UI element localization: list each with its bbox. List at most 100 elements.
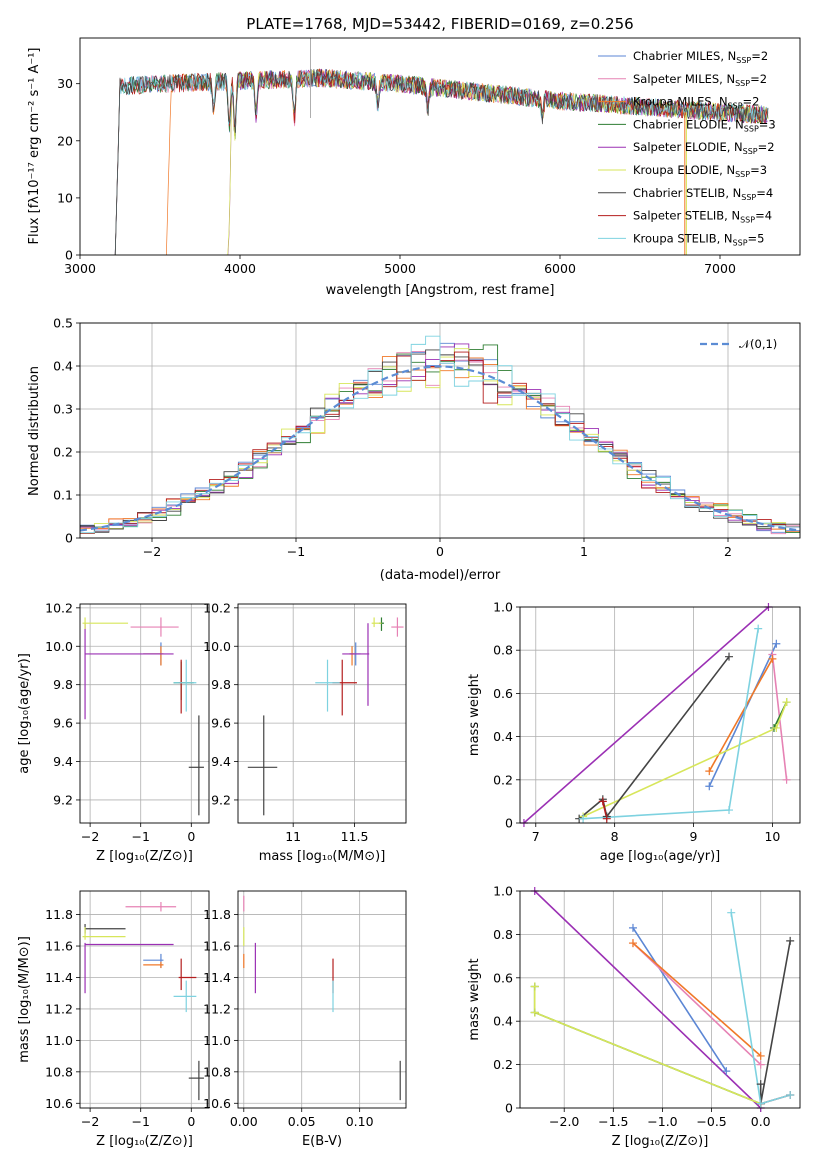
y-tick-label: 9.6	[53, 716, 73, 731]
weight-marker	[782, 775, 791, 784]
panel-spectrum: 3000 4000 5000 6000 7000 0 10 20 30 Chabrier MILE…	[27, 37, 801, 298]
x-tick-label: 5000	[384, 261, 416, 276]
y-tick-label: 11.6	[203, 939, 231, 954]
x-tick-label: 10	[764, 829, 780, 844]
x-tick-label: −0.5	[696, 1114, 726, 1129]
weight-line	[708, 658, 774, 772]
y-tick-label: 0	[505, 816, 513, 831]
spectrum-line	[114, 69, 769, 255]
y-tick-label: 10.2	[45, 600, 73, 615]
axes-frame	[519, 890, 801, 1109]
x-tick-label: 7	[532, 829, 540, 844]
x-tick-label: 6000	[544, 261, 576, 276]
x-tick-label: −2	[81, 1114, 99, 1129]
panel-age-vs-mass: 11 11.5 9.2 9.4 9.6 9.8 10.0 10.2 mass [log₁₀(M/…	[203, 600, 407, 864]
x-tick-label: −2	[81, 829, 99, 844]
x-axis-label: wavelength [Angstrom, rest frame]	[326, 283, 555, 298]
plot-area	[243, 895, 401, 1101]
y-tick-label: 0.5	[53, 316, 73, 331]
normal-curve	[80, 365, 800, 532]
y-axis-label: mass weight	[467, 674, 482, 756]
legend-entry: 𝒩(0,1)	[739, 337, 777, 351]
weight-marker	[530, 1008, 539, 1017]
legend-entry: Kroupa ELODIE, NSSP=3	[633, 163, 767, 179]
weight-marker	[756, 1080, 765, 1089]
legend-entry: Kroupa MILES, NSSP=2	[633, 95, 759, 111]
y-tick-label: 30	[57, 76, 73, 91]
panel-mass-vs-Z: −2 −1 0 10.6 10.8 11.0 11.2 11.4 11.6 11.8 Z [log₁…	[17, 890, 210, 1149]
x-tick-label: −1.5	[598, 1114, 628, 1129]
y-tick-label: 0.1	[53, 488, 73, 503]
x-tick-label: 11	[285, 829, 301, 844]
weight-line	[708, 643, 778, 787]
panel-residual-distribution: −2 −1 0 1 2 0 0.1 0.2 0.3 0.4 0.5 𝒩(0,1) (data-model…	[27, 316, 801, 583]
x-axis-label: Z [log₁₀(Z/Z⊙)]	[96, 849, 193, 864]
weight-marker	[786, 936, 795, 945]
y-tick-label: 11.2	[203, 1001, 231, 1016]
weight-marker	[602, 814, 611, 823]
weight-marker	[628, 923, 637, 932]
x-tick-label: 0.0	[751, 1114, 771, 1129]
x-tick-label: 0.00	[230, 1114, 258, 1129]
weight-marker	[756, 1060, 765, 1069]
plot-area	[114, 38, 769, 255]
y-tick-label: 0.4	[493, 1014, 513, 1029]
y-tick-label: 1.0	[493, 884, 513, 899]
panel-age-vs-Z: −2 −1 0 9.2 9.4 9.6 9.8 10.0 10.2 Z [log₁₀(Z/Z⊙)]…	[17, 600, 210, 864]
y-tick-label: 0.6	[493, 970, 513, 985]
weight-marker	[768, 654, 777, 663]
legend-entry: Chabrier ELODIE, NSSP=3	[633, 117, 776, 133]
y-tick-label: 0.4	[493, 729, 513, 744]
x-tick-label: 7000	[704, 261, 736, 276]
plot-area	[523, 607, 788, 823]
x-tick-label: 4000	[224, 261, 256, 276]
y-tick-label: 20	[57, 133, 73, 148]
weight-marker	[786, 1090, 795, 1099]
y-tick-label: 9.4	[53, 754, 73, 769]
y-tick-label: 0.8	[493, 643, 513, 658]
legend-entry: Salpeter MILES, NSSP=2	[633, 72, 767, 88]
axes-frame	[237, 603, 407, 824]
x-tick-label: 0	[436, 544, 444, 559]
weight-line	[602, 801, 608, 819]
weight-marker	[598, 797, 607, 806]
spectrum-line	[226, 70, 769, 255]
y-tick-label: 0.8	[493, 927, 513, 942]
y-tick-label: 9.6	[211, 716, 231, 731]
weight-marker	[756, 1051, 765, 1060]
legend-entry: Salpeter ELODIE, NSSP=2	[633, 140, 775, 156]
y-tick-label: 9.8	[53, 677, 73, 692]
plot-area	[80, 335, 800, 537]
y-tick-label: 10.8	[45, 1064, 73, 1079]
x-tick-label: 0	[187, 829, 195, 844]
weight-marker	[705, 782, 714, 791]
y-tick-label: 9.2	[211, 792, 231, 807]
y-tick-label: 0	[65, 248, 73, 263]
weight-marker	[754, 624, 763, 633]
x-tick-label: 0.10	[346, 1114, 374, 1129]
weight-line	[632, 927, 727, 1072]
weight-marker	[530, 982, 539, 991]
y-tick-label: 9.4	[211, 754, 231, 769]
weight-line	[523, 607, 770, 823]
x-tick-label: 9	[690, 829, 698, 844]
weight-line	[582, 701, 788, 818]
weight-line	[533, 986, 761, 1105]
legend-entry: Chabrier STELIB, NSSP=4	[633, 186, 773, 202]
legend-entry: Salpeter STELIB, NSSP=4	[633, 209, 772, 225]
weight-line	[632, 942, 762, 1066]
x-axis-label: age [log₁₀(age/yr)]	[600, 849, 721, 864]
y-tick-label: 11.4	[45, 970, 73, 985]
x-axis-label: Z [log₁₀(Z/Z⊙)]	[96, 1134, 193, 1149]
x-tick-label: 0.05	[288, 1114, 316, 1129]
x-tick-label: 0	[187, 1114, 195, 1129]
axes-frame	[237, 890, 407, 1109]
panel-mass-weight-vs-Z: −2.0 −1.5 −1.0 −0.5 0.0 0 0.2 0.4 0.6 0.8 1.0 Z [lo…	[467, 884, 801, 1149]
weight-marker	[756, 1099, 765, 1108]
y-tick-label: 1.0	[493, 600, 513, 615]
spectrum-line	[114, 68, 769, 255]
figure-title: PLATE=1768, MJD=53442, FIBERID=0169, z=0…	[246, 15, 633, 33]
weight-marker	[705, 767, 714, 776]
y-tick-label: 0.2	[53, 445, 73, 460]
y-tick-label: 0.2	[493, 772, 513, 787]
